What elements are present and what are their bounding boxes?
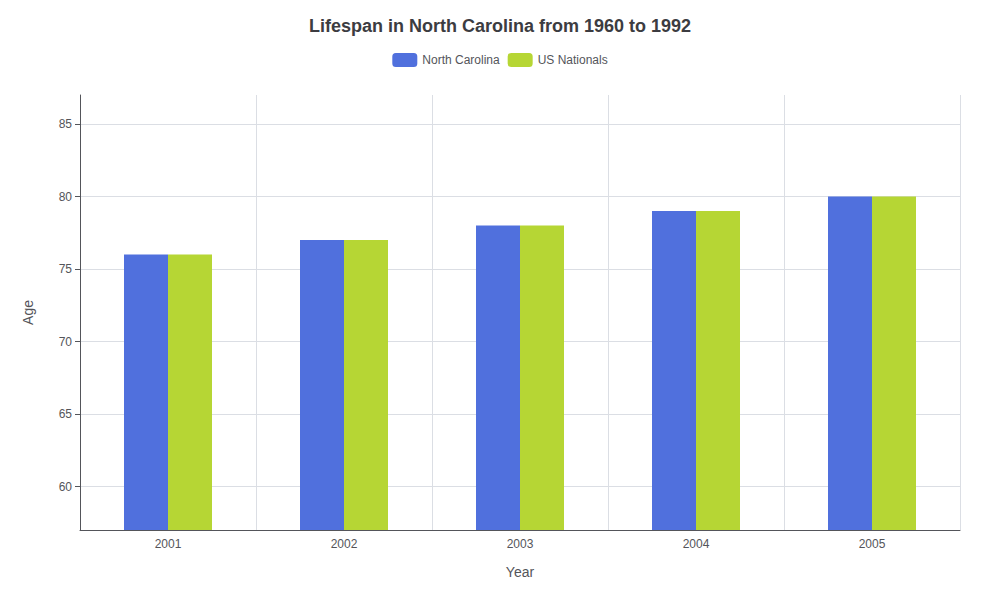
svg-text:Lifespan in North Carolina fro: Lifespan in North Carolina from 1960 to …	[309, 16, 691, 36]
svg-text:70: 70	[59, 335, 73, 349]
svg-text:2005: 2005	[859, 537, 886, 551]
svg-text:Age: Age	[20, 300, 36, 325]
svg-text:80: 80	[59, 190, 73, 204]
svg-text:65: 65	[59, 407, 73, 421]
svg-text:75: 75	[59, 262, 73, 276]
svg-text:2004: 2004	[683, 537, 710, 551]
svg-text:Year: Year	[506, 564, 535, 580]
svg-text:85: 85	[59, 117, 73, 131]
svg-text:US Nationals: US Nationals	[538, 53, 608, 67]
svg-text:2002: 2002	[331, 537, 358, 551]
svg-text:2001: 2001	[155, 537, 182, 551]
svg-text:North Carolina: North Carolina	[422, 53, 500, 67]
svg-text:60: 60	[59, 480, 73, 494]
svg-text:2003: 2003	[507, 537, 534, 551]
